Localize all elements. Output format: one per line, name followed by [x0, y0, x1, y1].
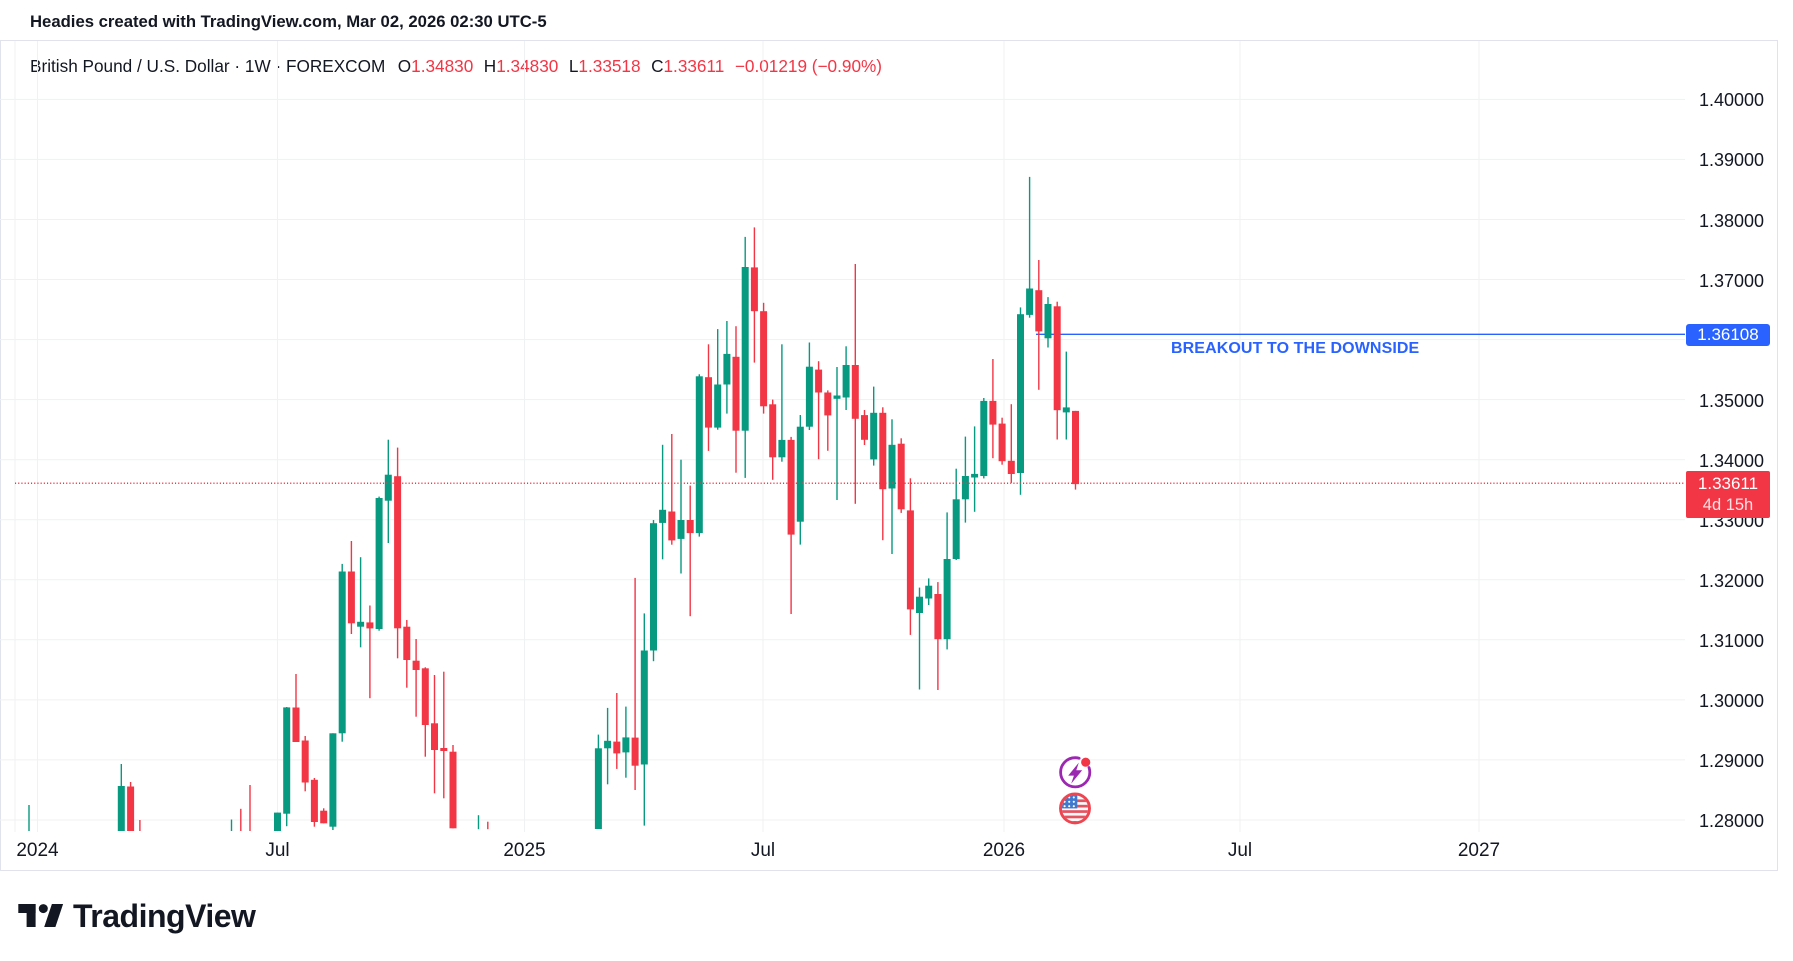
svg-text:TradingView: TradingView	[73, 898, 256, 934]
